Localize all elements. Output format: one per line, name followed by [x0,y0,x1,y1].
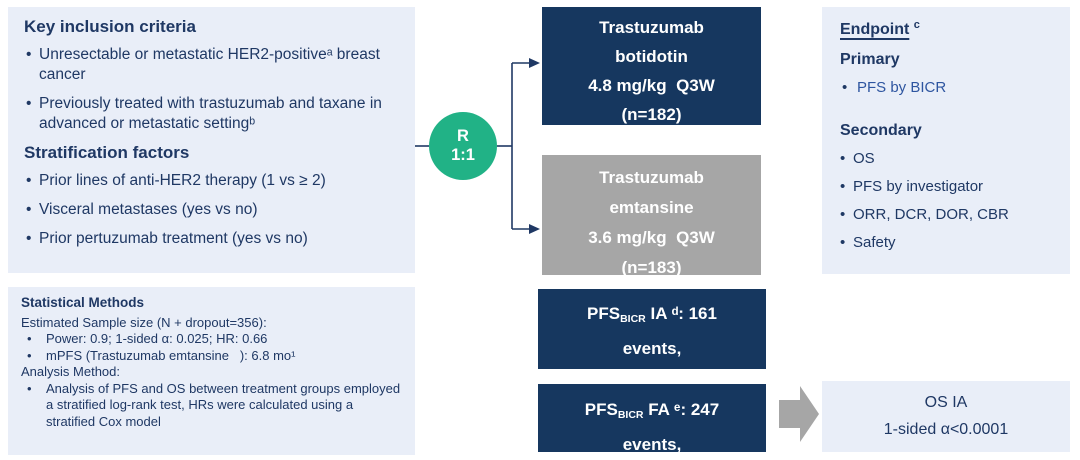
randomization-ratio: 1:1 [451,146,475,164]
primary-endpoint-list: PFS by BICR [840,78,1056,98]
randomization-letter: R [457,127,469,145]
os-ia-line1: OS IA [924,394,968,411]
bicr-subscript: BICR [617,409,644,421]
list-item: Unresectable or metastatic HER2-positive… [24,45,401,85]
list-item: PFS by investigator [840,177,1056,197]
pfs-label: PFS [587,304,621,323]
endpoint-panel: Endpoint c Primary PFS by BICR Secondary… [822,7,1070,274]
primary-title: Primary [840,51,900,68]
list-item: PFS by BICR [840,78,1056,98]
arm-trastuzumab-emtansine-box: Trastuzumab emtansine 3.6 mg/kg Q3W (n=1… [542,155,761,275]
arm-trastuzumab-botidotin-box: Trastuzumab botidotin 4.8 mg/kg Q3W (n=1… [542,7,761,125]
pfs-final-analysis-box: PFSBICR FA ᵉ: 247 events, [538,384,766,452]
pfs-ia-line1: PFSBICR IA ᵈ: 161 [538,299,766,334]
list-item: ORR, DCR, DOR, CBR [840,205,1056,225]
analysis-method-line: Analysis Method: [21,364,120,379]
sample-size-list: Power: 0.9; 1-sided α: 0.025; HR: 0.66 m… [21,331,405,364]
pfs-interim-analysis-box: PFSBICR IA ᵈ: 161 events, 1-sided α<0.02… [538,289,766,369]
os-ia-line2: 1-sided α<0.0001 [883,421,1009,438]
inclusion-list: Unresectable or metastatic HER2-positive… [24,45,401,134]
list-item: Analysis of PFS and OS between treatment… [21,381,405,431]
analysis-method-list: Analysis of PFS and OS between treatment… [21,381,405,431]
arrow-to-arm1-icon [529,58,540,68]
statistical-methods-panel: Statistical Methods Estimated Sample siz… [8,287,415,455]
list-item: Power: 0.9; 1-sided α: 0.025; HR: 0.66 [21,331,405,348]
endpoint-footnote-marker: c [913,19,920,31]
sample-size-line: Estimated Sample size (N + dropout=356): [21,314,267,330]
list-item: Visceral metastases (yes vs no) [24,200,401,220]
endpoint-title-row: Endpoint c [840,19,1056,39]
pfs-fa-line1: PFSBICR FA ᵉ: 247 [538,395,766,430]
arm-line: Trastuzumab [599,168,704,187]
arm-line: (n=183) [621,258,682,275]
pfs-ia-tail: IA ᵈ: 161 [645,304,717,323]
arm-line: emtansine [609,198,694,217]
secondary-title: Secondary [840,122,922,139]
arm-line: Trastuzumab [599,18,704,37]
pfs-label: PFS [584,400,618,419]
block-arrow-right-icon [779,386,819,442]
arrow-to-arm2-icon [529,224,540,234]
stats-title: Statistical Methods [21,295,145,310]
endpoint-title: Endpoint [840,21,910,38]
secondary-endpoint-list: OS PFS by investigator ORR, DCR, DOR, CB… [840,149,1056,253]
randomization-badge: R 1:1 [429,112,497,180]
stratification-list: Prior lines of anti-HER2 therapy (1 vs ≥… [24,171,401,249]
list-item: mPFS (Trastuzumab emtansine ): 6.8 mo¹ [21,348,405,365]
inclusion-criteria-panel: Key inclusion criteria Unresectable or m… [8,7,415,273]
arm-line: (n=182) [621,105,682,124]
pfs-ia-line3-clipped: 1-sided α<0.0254 [538,363,766,369]
arm-line: 4.8 mg/kg Q3W [588,76,715,95]
list-item: Prior pertuzumab treatment (yes vs no) [24,229,401,249]
stratification-title: Stratification factors [24,143,190,162]
bicr-subscript: BICR [620,313,646,325]
arm-line: botidotin [615,47,688,66]
list-item: OS [840,149,1056,169]
pfs-fa-line2: events, [622,435,682,452]
pfs-fa-tail: FA ᵉ: 247 [643,400,720,419]
os-interim-analysis-box: OS IA 1-sided α<0.0001 [822,381,1070,452]
list-item: Safety [840,233,1056,253]
inclusion-title: Key inclusion criteria [24,17,196,36]
arm-line: 3.6 mg/kg Q3W [588,228,715,247]
pfs-ia-line2: events, [622,339,682,358]
list-item: Previously treated with trastuzumab and … [24,94,401,134]
list-item: Prior lines of anti-HER2 therapy (1 vs ≥… [24,171,401,191]
